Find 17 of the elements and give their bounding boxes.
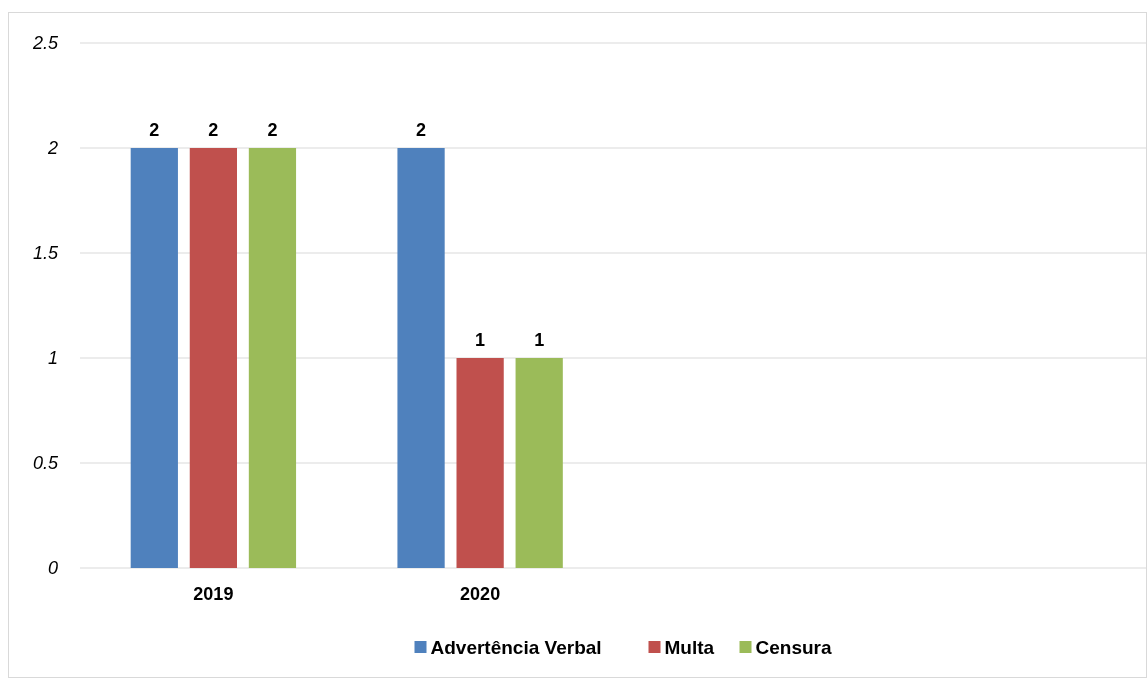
y-tick-label: 0	[47, 558, 58, 579]
y-tick-label: 2.5	[31, 33, 59, 54]
data-label: 2	[149, 120, 160, 140]
data-label: 1	[534, 330, 545, 350]
data-label: 2	[208, 120, 219, 140]
legend-label: Multa	[664, 636, 715, 658]
legend-label: Advertência Verbal	[430, 636, 602, 658]
data-label: 2	[416, 120, 427, 140]
legend-label: Censura	[755, 636, 832, 658]
y-tick-label: 1	[47, 348, 58, 369]
y-tick-label: 1.5	[32, 243, 59, 264]
y-tick-label: 2	[46, 138, 58, 159]
x-tick-label: 2020	[460, 584, 501, 604]
y-tick-label: 0.5	[32, 453, 59, 474]
data-label: 2	[267, 120, 278, 140]
x-tick-label: 2019	[193, 584, 234, 604]
data-label: 1	[475, 330, 486, 350]
